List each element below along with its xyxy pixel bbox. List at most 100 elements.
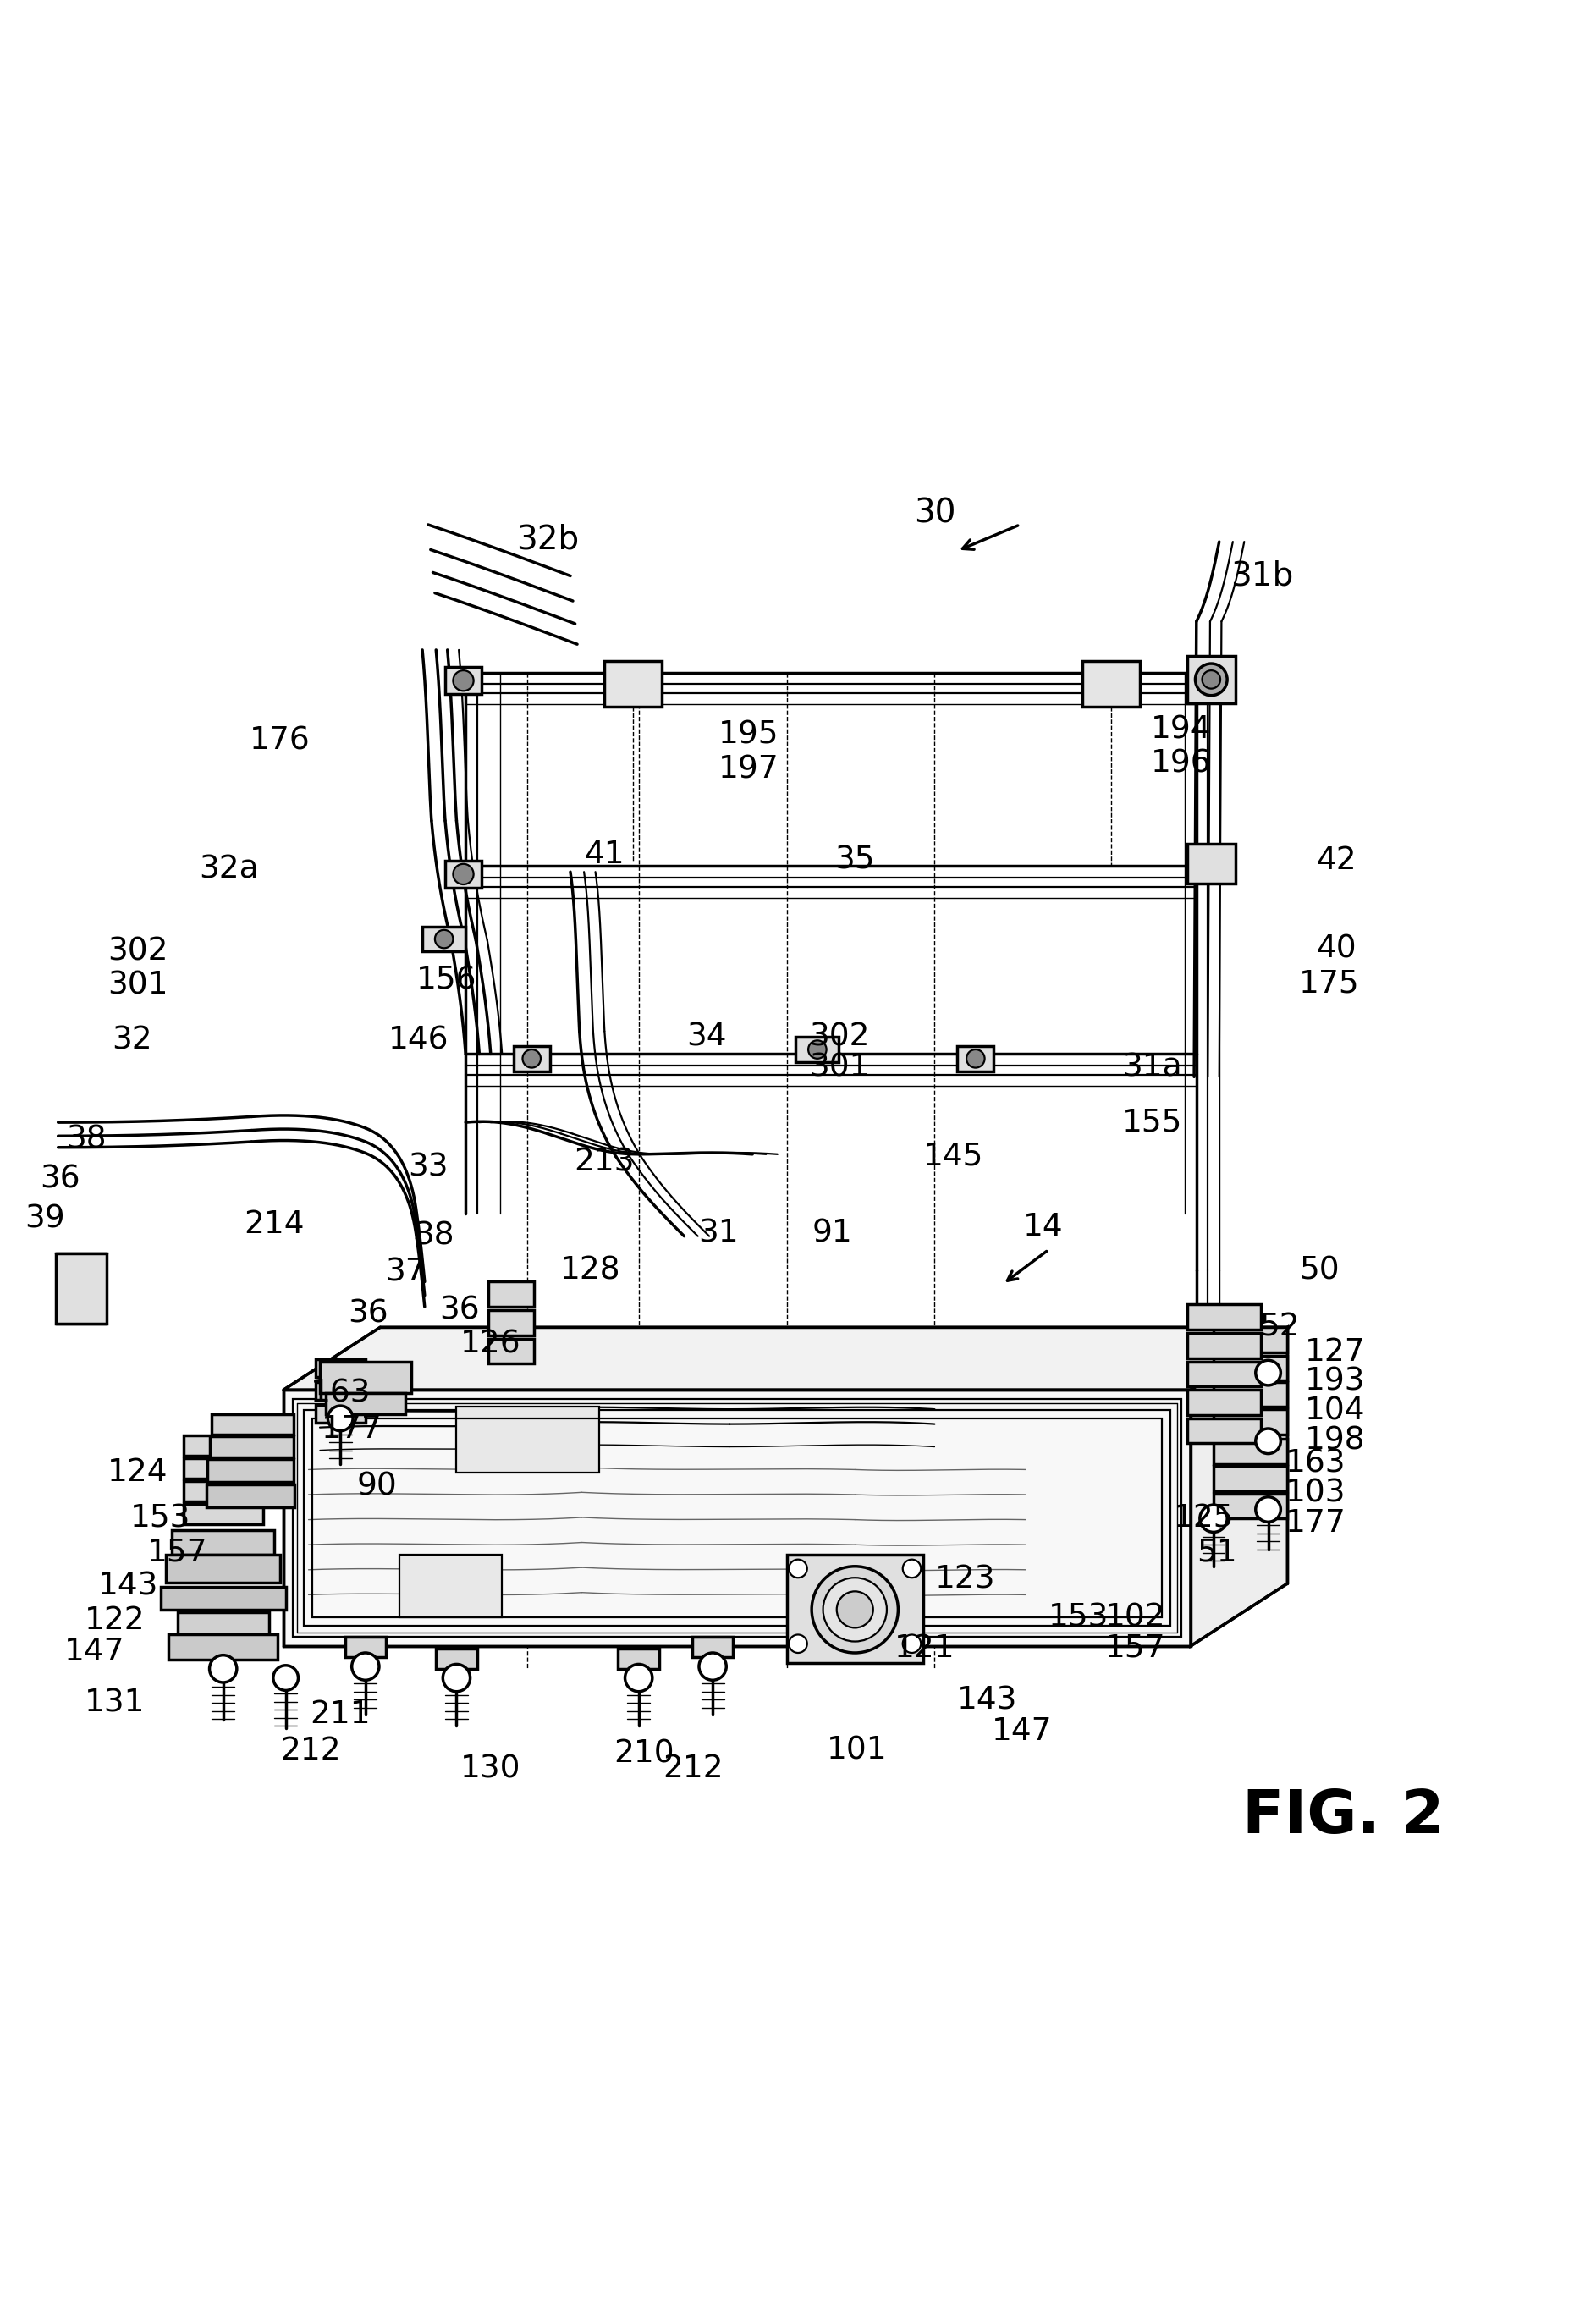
Bar [316, 1381, 365, 1399]
Circle shape [808, 1041, 827, 1059]
Text: 51: 51 [1197, 1538, 1237, 1568]
Circle shape [1200, 1506, 1227, 1531]
Text: 52: 52 [1259, 1311, 1299, 1342]
Text: 127: 127 [1304, 1337, 1365, 1367]
Circle shape [903, 1559, 921, 1577]
Text: 38: 38 [413, 1221, 453, 1251]
Bar [796, 1036, 839, 1062]
Text: 147: 147 [64, 1638, 124, 1668]
Text: 104: 104 [1304, 1397, 1365, 1427]
Text: 156: 156 [417, 965, 477, 995]
Bar [1213, 1355, 1288, 1381]
Text: 32b: 32b [516, 523, 579, 555]
Text: 194: 194 [1151, 715, 1211, 745]
Text: 211: 211 [310, 1700, 370, 1730]
Text: 32a: 32a [200, 853, 259, 886]
Bar [1213, 1328, 1288, 1353]
Text: 175: 175 [1299, 969, 1360, 999]
Text: 36: 36 [348, 1298, 388, 1330]
Text: 33: 33 [409, 1152, 448, 1184]
Text: 41: 41 [584, 840, 624, 870]
Circle shape [1256, 1497, 1280, 1522]
Text: 123: 123 [935, 1566, 994, 1596]
Text: 31a: 31a [1122, 1052, 1183, 1082]
Bar [311, 1418, 1162, 1617]
Bar [207, 1460, 294, 1483]
Circle shape [453, 865, 474, 884]
Text: 210: 210 [614, 1739, 675, 1769]
Circle shape [699, 1654, 726, 1679]
Bar [1187, 844, 1235, 884]
Text: 90: 90 [356, 1471, 397, 1501]
Text: 32: 32 [112, 1025, 152, 1055]
Bar [514, 1045, 551, 1071]
Text: 36: 36 [40, 1163, 80, 1194]
Text: 212: 212 [281, 1735, 342, 1767]
Circle shape [824, 1577, 887, 1642]
Circle shape [273, 1665, 298, 1691]
Bar [326, 1392, 405, 1413]
Bar [605, 662, 661, 708]
Text: 213: 213 [575, 1147, 635, 1177]
Text: 126: 126 [460, 1330, 520, 1360]
Text: 195: 195 [718, 719, 779, 749]
Bar [161, 1587, 286, 1610]
Text: 31: 31 [697, 1219, 739, 1249]
Text: 122: 122 [85, 1605, 145, 1635]
Circle shape [836, 1591, 873, 1628]
Bar [445, 860, 482, 888]
Polygon shape [284, 1328, 1288, 1390]
Text: 101: 101 [827, 1735, 887, 1767]
Bar [618, 1649, 659, 1668]
Circle shape [209, 1656, 236, 1682]
Bar [209, 1436, 294, 1457]
Bar [423, 928, 466, 951]
Text: FIG. 2: FIG. 2 [1242, 1788, 1444, 1846]
Bar [172, 1529, 275, 1554]
Circle shape [1202, 671, 1221, 689]
Text: 157: 157 [1106, 1633, 1167, 1663]
Bar [399, 1554, 503, 1617]
Bar [445, 666, 482, 694]
Bar [319, 1362, 412, 1392]
Bar [316, 1360, 365, 1376]
Bar [1187, 655, 1235, 703]
Text: 102: 102 [1106, 1603, 1167, 1633]
Text: 36: 36 [440, 1295, 480, 1325]
Text: 146: 146 [388, 1025, 448, 1055]
Polygon shape [1191, 1328, 1288, 1647]
Circle shape [1256, 1360, 1280, 1385]
Text: 212: 212 [662, 1753, 723, 1783]
Circle shape [812, 1566, 899, 1654]
Text: 121: 121 [895, 1633, 956, 1663]
Circle shape [626, 1665, 653, 1691]
Text: 176: 176 [249, 726, 311, 756]
Bar [1213, 1381, 1288, 1406]
Text: 177: 177 [321, 1416, 381, 1446]
Circle shape [453, 671, 474, 692]
Bar [488, 1339, 535, 1365]
Text: 40: 40 [1317, 934, 1357, 965]
Bar [56, 1254, 107, 1323]
Text: 37: 37 [385, 1258, 426, 1288]
Text: 163: 163 [1285, 1448, 1345, 1478]
Text: 153: 153 [131, 1503, 192, 1534]
Text: 155: 155 [1122, 1108, 1183, 1138]
Bar [488, 1309, 535, 1335]
Bar [1187, 1305, 1261, 1330]
Text: 34: 34 [686, 1022, 728, 1052]
Text: 197: 197 [718, 754, 779, 784]
Bar [1187, 1390, 1261, 1416]
Bar [184, 1436, 263, 1455]
Polygon shape [284, 1390, 1191, 1647]
Text: 302: 302 [107, 937, 168, 967]
Text: 103: 103 [1285, 1478, 1345, 1508]
Bar [184, 1480, 263, 1501]
Circle shape [903, 1635, 921, 1654]
Text: 130: 130 [460, 1753, 520, 1783]
Text: 147: 147 [991, 1716, 1052, 1746]
Bar [169, 1635, 278, 1661]
Bar [456, 1406, 598, 1473]
Bar [693, 1638, 733, 1658]
Text: 50: 50 [1299, 1256, 1339, 1286]
